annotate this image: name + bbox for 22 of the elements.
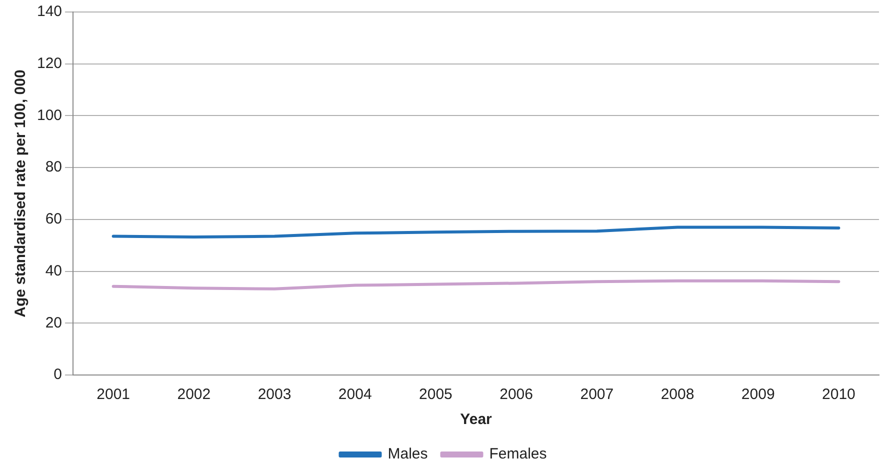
x-tick-label: 2003 [258,386,292,404]
x-tick-label: 2005 [419,386,452,404]
y-tick-label: 20 [45,314,62,332]
y-tick-label: 40 [45,262,62,280]
y-tick-label: 140 [36,3,62,20]
x-tick-label: 2010 [822,386,856,404]
x-axis-title: Year [460,411,492,428]
y-tick-label: 120 [36,55,62,72]
x-tick-label: 2008 [660,386,694,404]
x-tick-label: 2002 [177,386,211,404]
y-tick-label: 100 [36,106,62,124]
y-tick-label: 80 [45,158,62,176]
y-tick-label: 60 [45,210,62,228]
legend-label: Females [489,446,547,463]
y-tick-label: 0 [54,366,62,384]
x-tick-label: 2009 [741,386,775,404]
legend-label: Males [388,446,428,463]
x-tick-label: 2007 [580,386,614,404]
x-tick-label: 2004 [338,386,372,404]
x-tick-label: 2001 [96,386,130,404]
y-axis-title: Age standardised rate per 100, 000 [12,70,30,318]
x-tick-label: 2006 [500,386,533,404]
